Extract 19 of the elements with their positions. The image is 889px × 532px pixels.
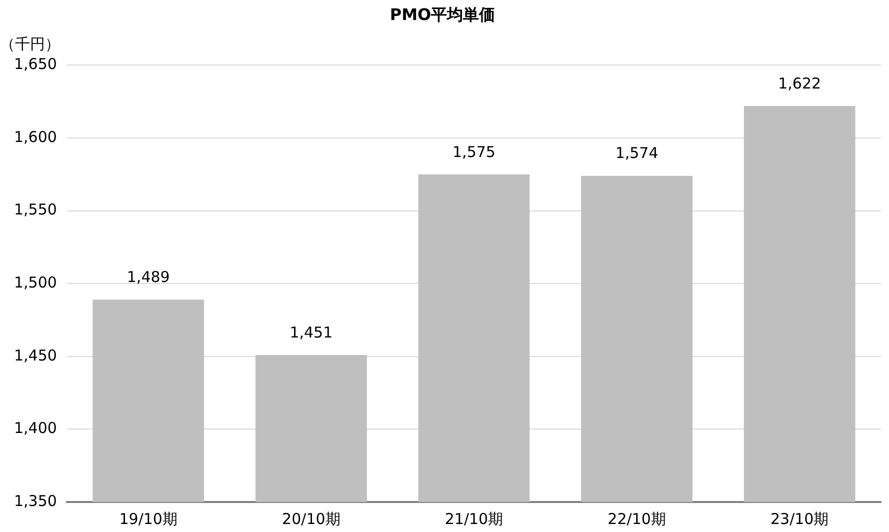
data-label: 1,451 (290, 323, 333, 342)
data-label: 1,574 (615, 144, 658, 162)
data-label: 1,575 (452, 142, 496, 161)
y-axis-title: （千円） (0, 34, 60, 53)
y-tick-label: 1,650 (14, 55, 57, 74)
y-tick-label: 1,600 (14, 128, 57, 146)
chart-title: PMO平均単価 (390, 4, 496, 24)
y-tick-label: 1,450 (14, 346, 57, 364)
data-label: 1,489 (126, 268, 170, 286)
x-tick-label: 23/10期 (770, 510, 829, 528)
y-tick-label: 1,550 (14, 200, 57, 219)
x-tick-label: 21/10期 (444, 510, 504, 528)
y-tick-label: 1,500 (14, 273, 57, 292)
x-tick-label: 22/10期 (608, 510, 666, 528)
y-tick-label: 1,400 (14, 419, 57, 438)
data-label: 1,622 (778, 74, 822, 92)
y-tick-label: 1,350 (14, 492, 57, 510)
x-tick-label: 20/10期 (282, 510, 340, 528)
x-tick-label: 19/10期 (119, 510, 178, 528)
